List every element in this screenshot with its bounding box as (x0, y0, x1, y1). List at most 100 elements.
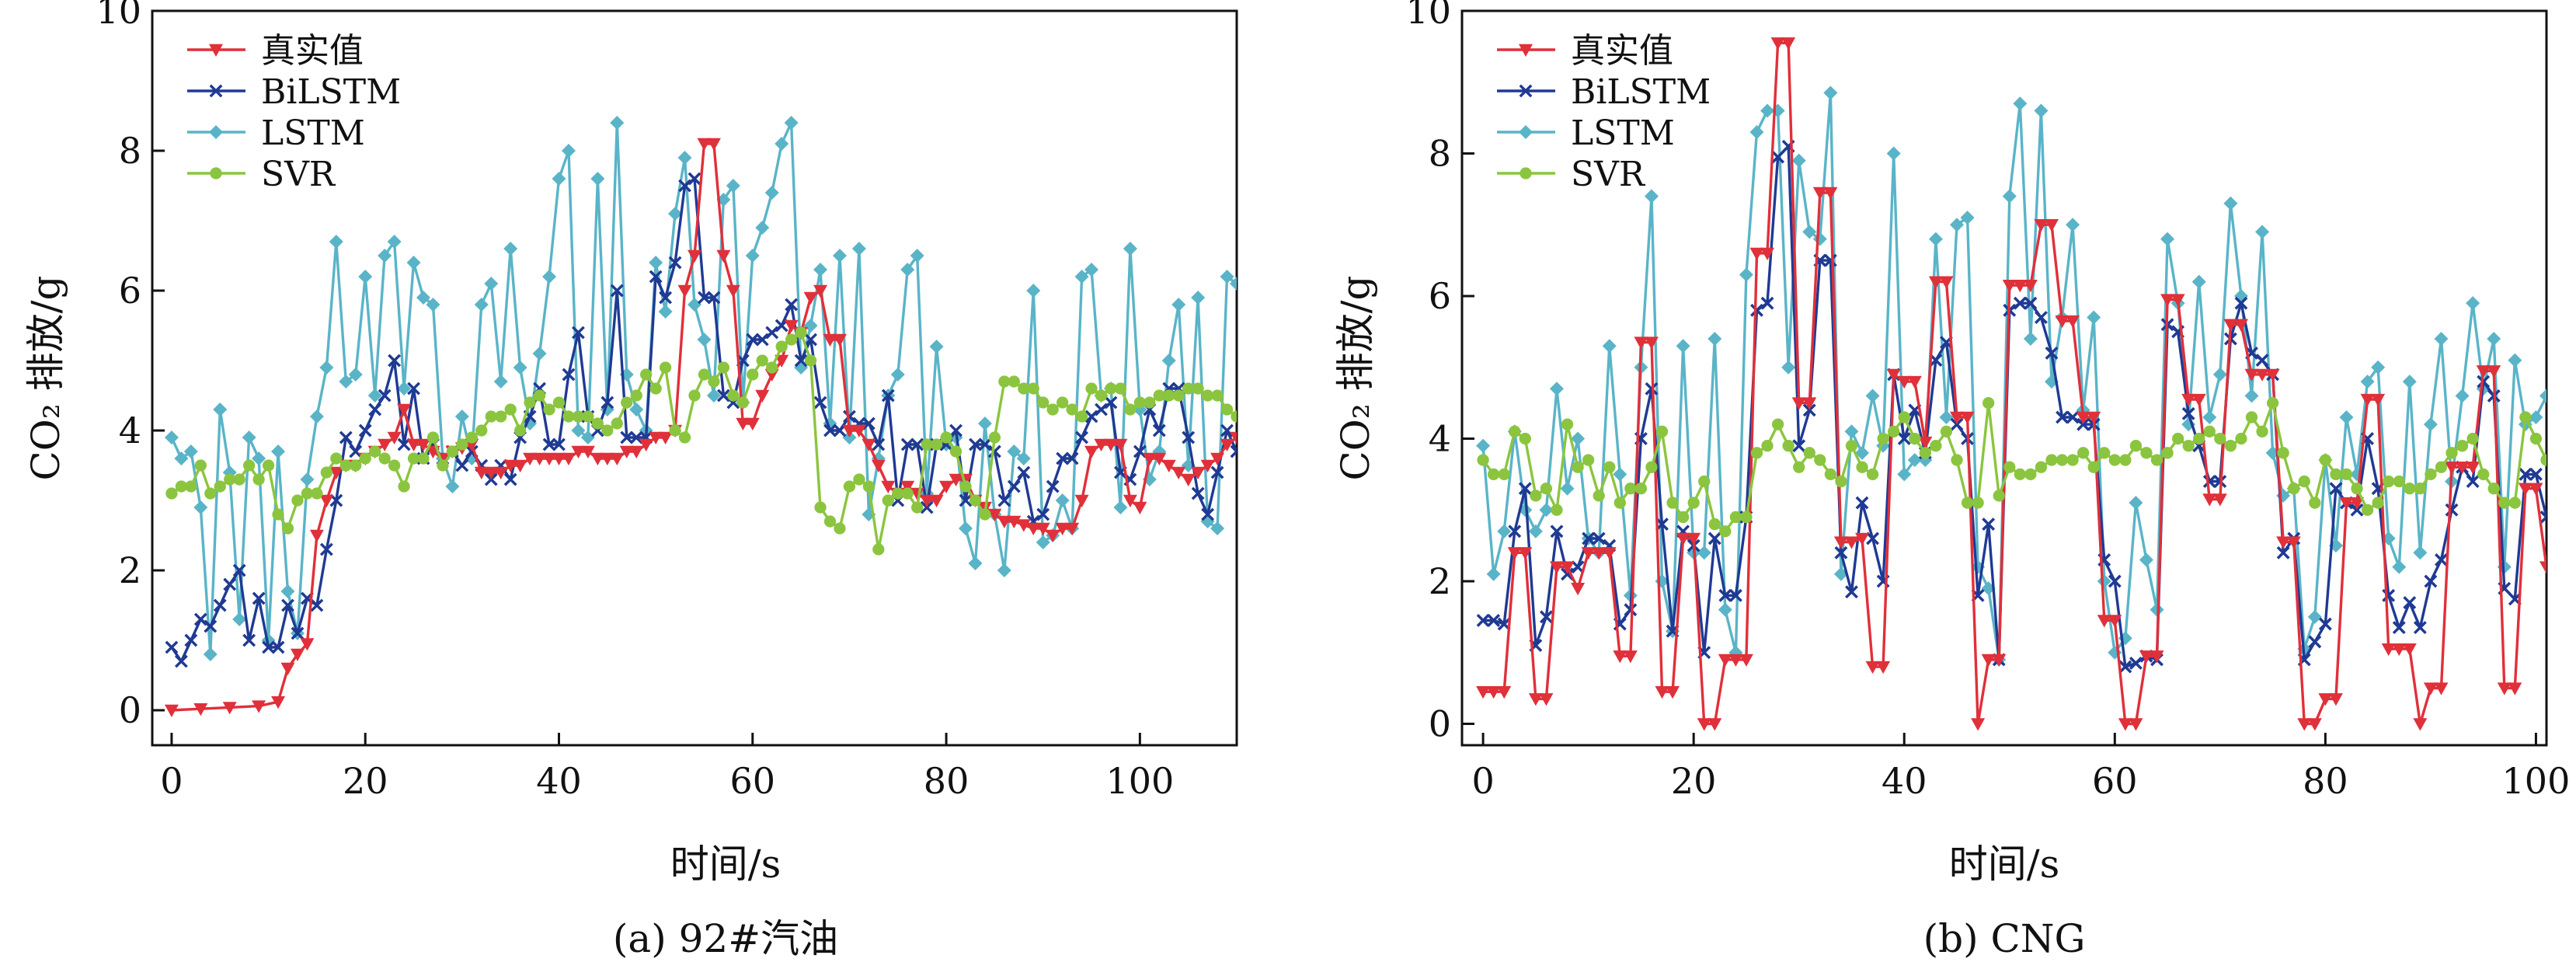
data-point (1497, 685, 1512, 699)
y-tick-label: 2 (119, 549, 141, 591)
legend-marker (1519, 84, 1533, 98)
data-point (688, 389, 701, 402)
data-point (1144, 396, 1156, 409)
data-point (853, 473, 865, 486)
data-point (649, 270, 663, 284)
data-point (1928, 276, 1943, 289)
data-point (233, 473, 245, 486)
data-point (2055, 315, 2070, 329)
data-point (1855, 532, 1870, 546)
data-point (1676, 532, 1690, 546)
data-point (2013, 96, 2028, 111)
data-point (2309, 497, 2321, 509)
data-point (2119, 454, 2132, 466)
data-point (1210, 452, 1225, 465)
data-point (2182, 440, 2195, 452)
data-point (2161, 447, 2174, 459)
data-point (1008, 375, 1020, 388)
data-point (213, 403, 228, 417)
data-point (2150, 650, 2164, 664)
data-point (2276, 536, 2291, 549)
data-point (1761, 440, 1774, 452)
data-point (2170, 294, 2185, 307)
y-tick-label: 10 (96, 0, 141, 32)
data-point (1781, 37, 1796, 51)
data-point (833, 424, 847, 437)
data-point (998, 375, 1011, 388)
data-point (2212, 367, 2227, 382)
data-point (184, 633, 198, 647)
data-point (291, 494, 304, 507)
data-point (1655, 425, 1669, 437)
data-point (1095, 389, 1108, 402)
data-point (1960, 211, 1975, 225)
data-point (1897, 467, 1912, 482)
data-point (1171, 466, 1186, 479)
data-point (1886, 368, 1901, 382)
data-point (1161, 459, 1176, 472)
data-point (929, 494, 944, 507)
data-point (446, 445, 459, 458)
data-point (193, 703, 208, 716)
data-point (1603, 461, 1616, 473)
data-point (629, 445, 644, 458)
data-point (2265, 368, 2280, 382)
data-point (590, 452, 605, 465)
data-point (1497, 524, 1512, 539)
data-point (2393, 475, 2405, 488)
data-point (1540, 483, 1553, 495)
data-point (1560, 481, 1575, 496)
data-point (1834, 546, 1848, 559)
data-point (1855, 445, 1870, 460)
data-point (1791, 153, 1806, 168)
data-point (2077, 447, 2090, 459)
data-point (339, 375, 353, 389)
data-point (1960, 411, 1975, 424)
data-point (813, 284, 828, 298)
data-point (454, 410, 469, 424)
data-point (2035, 461, 2048, 473)
data-point (920, 500, 934, 514)
data-point (746, 333, 760, 347)
y-tick-label: 8 (1429, 132, 1451, 174)
x-axis-label: 时间/s (670, 842, 782, 887)
data-point (242, 430, 256, 444)
legend-item: LSTM (1497, 113, 1675, 153)
data-point (1477, 454, 1489, 466)
data-point (232, 563, 246, 577)
data-point (659, 361, 672, 374)
data-point (561, 144, 576, 158)
data-point (2413, 621, 2427, 635)
data-point (1844, 424, 1859, 439)
data-point (290, 648, 305, 661)
y-tick-label: 4 (1429, 417, 1451, 459)
panel-a: 0 20 40 60 80 100 0 2 4 6 8 10 时间/s CO₂ 排放/g (a) 92#汽油… (23, 0, 1238, 961)
data-point (688, 298, 701, 312)
data-point (319, 542, 333, 556)
data-point (1602, 339, 1617, 354)
data-point (1103, 438, 1118, 451)
data-point (2360, 375, 2375, 389)
data-point (2118, 660, 2132, 674)
data-point (1519, 432, 1531, 445)
data-point (1676, 511, 1690, 524)
data-point (775, 354, 789, 368)
data-point (1613, 467, 1627, 482)
y-tick-label: 10 (1405, 0, 1451, 32)
data-point (882, 494, 894, 507)
data-point (542, 270, 557, 284)
data-point (755, 333, 769, 347)
data-point (280, 584, 295, 598)
data-point (387, 235, 402, 249)
data-point (1835, 475, 1847, 488)
data-point (969, 437, 982, 451)
data-point (2286, 536, 2301, 549)
data-point (765, 326, 779, 340)
data-point (1518, 482, 1532, 496)
data-point (910, 437, 924, 451)
data-point (977, 417, 992, 430)
data-point (2319, 454, 2332, 466)
data-point (2466, 461, 2480, 475)
data-point (580, 430, 595, 444)
data-point (1919, 447, 1931, 459)
